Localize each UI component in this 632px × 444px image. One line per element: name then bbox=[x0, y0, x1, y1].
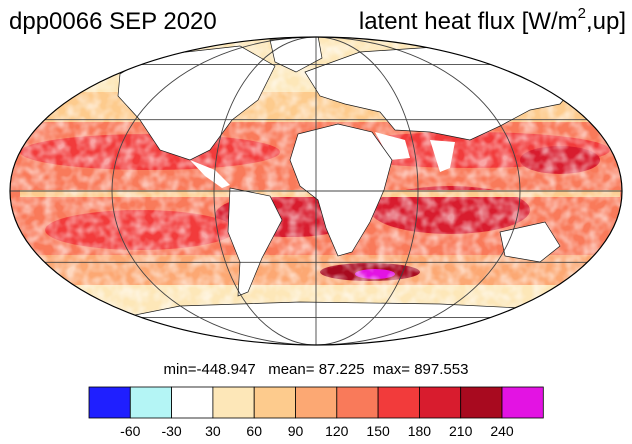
mean-label: mean= bbox=[268, 361, 315, 378]
variable-title-prefix: latent heat flux [W/m bbox=[358, 8, 578, 35]
meridian-line bbox=[316, 36, 521, 346]
max-value: 897.553 bbox=[414, 361, 469, 378]
variable-title-suffix: ,up] bbox=[585, 8, 626, 35]
meridian-line bbox=[111, 36, 316, 346]
statistics-line: min=-448.947 mean= 87.225 max= 897.553 bbox=[0, 361, 632, 378]
min-value: -448.947 bbox=[196, 361, 256, 378]
max-label: max= bbox=[372, 361, 411, 378]
meridian-line bbox=[316, 36, 419, 346]
colorbar-box bbox=[212, 386, 255, 419]
colorbar-box bbox=[501, 386, 544, 419]
colorbar-box bbox=[129, 386, 173, 419]
colorbar-box bbox=[88, 386, 131, 419]
world-map bbox=[9, 36, 623, 346]
colorbar-labels: -60 -30 30 60 90 120 150 180 210 240 bbox=[120, 423, 514, 439]
colorbar-box bbox=[171, 386, 214, 419]
colorbar-tick-label: 30 bbox=[205, 423, 221, 439]
colorbar-box bbox=[377, 386, 420, 419]
variable-title: latent heat flux [W/m2,up] bbox=[358, 5, 626, 36]
colorbar-tick-label: 90 bbox=[288, 423, 304, 439]
mean-value: 87.225 bbox=[318, 361, 365, 378]
colorbar-box bbox=[460, 386, 503, 419]
colorbar-tick-label: 240 bbox=[490, 423, 514, 439]
colorbar-box bbox=[253, 386, 296, 419]
colorbar-box bbox=[418, 386, 462, 419]
globe-outline bbox=[9, 36, 623, 346]
colorbar-box bbox=[336, 386, 379, 419]
colorbar-box bbox=[295, 386, 338, 419]
colorbar-tick-label: 120 bbox=[325, 423, 349, 439]
variable-title-exponent: 2 bbox=[577, 5, 586, 22]
colorbar-tick-label: 60 bbox=[246, 423, 262, 439]
map-title: dpp0066 SEP 2020 bbox=[9, 8, 217, 35]
colorbar-tick-label: 150 bbox=[366, 423, 390, 439]
colorbar-tick-label: 210 bbox=[449, 423, 473, 439]
min-label: min= bbox=[163, 361, 197, 378]
colorbar-tick-label: 180 bbox=[408, 423, 432, 439]
colorbar-tick-label: -60 bbox=[120, 423, 140, 439]
colorbar-tick-label: -30 bbox=[161, 423, 181, 439]
colorbar-boxes bbox=[88, 386, 544, 419]
